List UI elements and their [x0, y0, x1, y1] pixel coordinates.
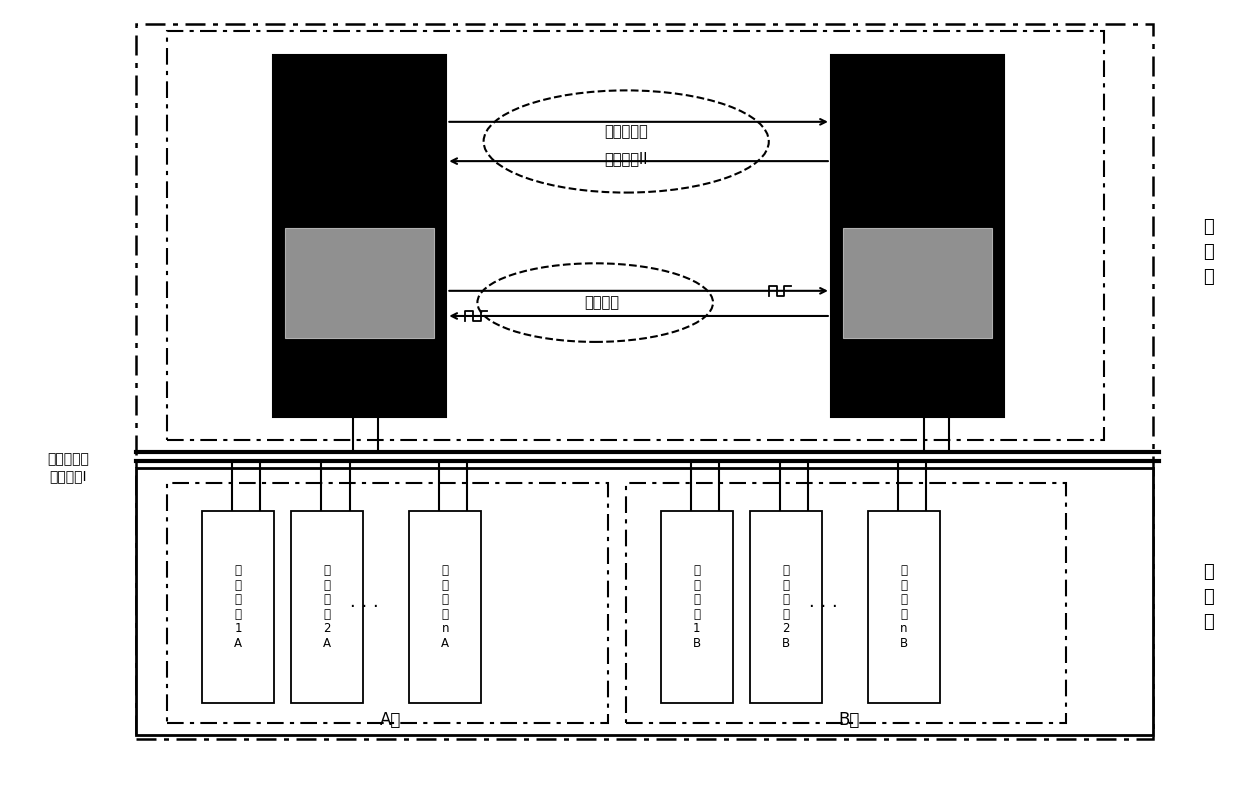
Text: A系: A系 [379, 711, 402, 729]
Bar [750, 511, 822, 703]
Bar [626, 483, 1066, 723]
Text: 主
控
层: 主 控 层 [1204, 218, 1214, 285]
Bar [409, 511, 481, 703]
Bar [831, 55, 1004, 417]
Bar [136, 24, 1153, 739]
Text: · · ·: · · · [350, 598, 379, 615]
Bar [136, 468, 1153, 735]
Text: 冗余全双工
串行总线I: 冗余全双工 串行总线I [47, 453, 89, 483]
Text: 执
行
模
块
n
B: 执 行 模 块 n B [900, 564, 908, 650]
Text: 串行总线II: 串行总线II [604, 151, 649, 167]
Bar [273, 55, 446, 417]
Text: 执
行
层: 执 行 层 [1204, 564, 1214, 631]
Bar [285, 228, 434, 338]
Bar [661, 511, 733, 703]
Text: B系: B系 [838, 711, 861, 729]
Text: 执
行
模
块
1
A: 执 行 模 块 1 A [234, 564, 242, 650]
Text: 执
行
模
块
1
B: 执 行 模 块 1 B [693, 564, 701, 650]
Bar [843, 228, 992, 338]
Bar [868, 511, 940, 703]
Text: 执
行
模
块
n
A: 执 行 模 块 n A [441, 564, 449, 650]
Text: 生命信息: 生命信息 [584, 295, 619, 310]
Bar [202, 511, 274, 703]
Text: · · ·: · · · [808, 598, 838, 615]
Text: 执
行
模
块
2
A: 执 行 模 块 2 A [324, 564, 331, 650]
Bar [291, 511, 363, 703]
Bar [167, 483, 608, 723]
Text: 执
行
模
块
2
B: 执 行 模 块 2 B [782, 564, 790, 650]
Ellipse shape [484, 90, 769, 193]
Ellipse shape [477, 263, 713, 342]
Bar [167, 31, 1104, 440]
Text: 冗余全双工: 冗余全双工 [604, 123, 649, 139]
